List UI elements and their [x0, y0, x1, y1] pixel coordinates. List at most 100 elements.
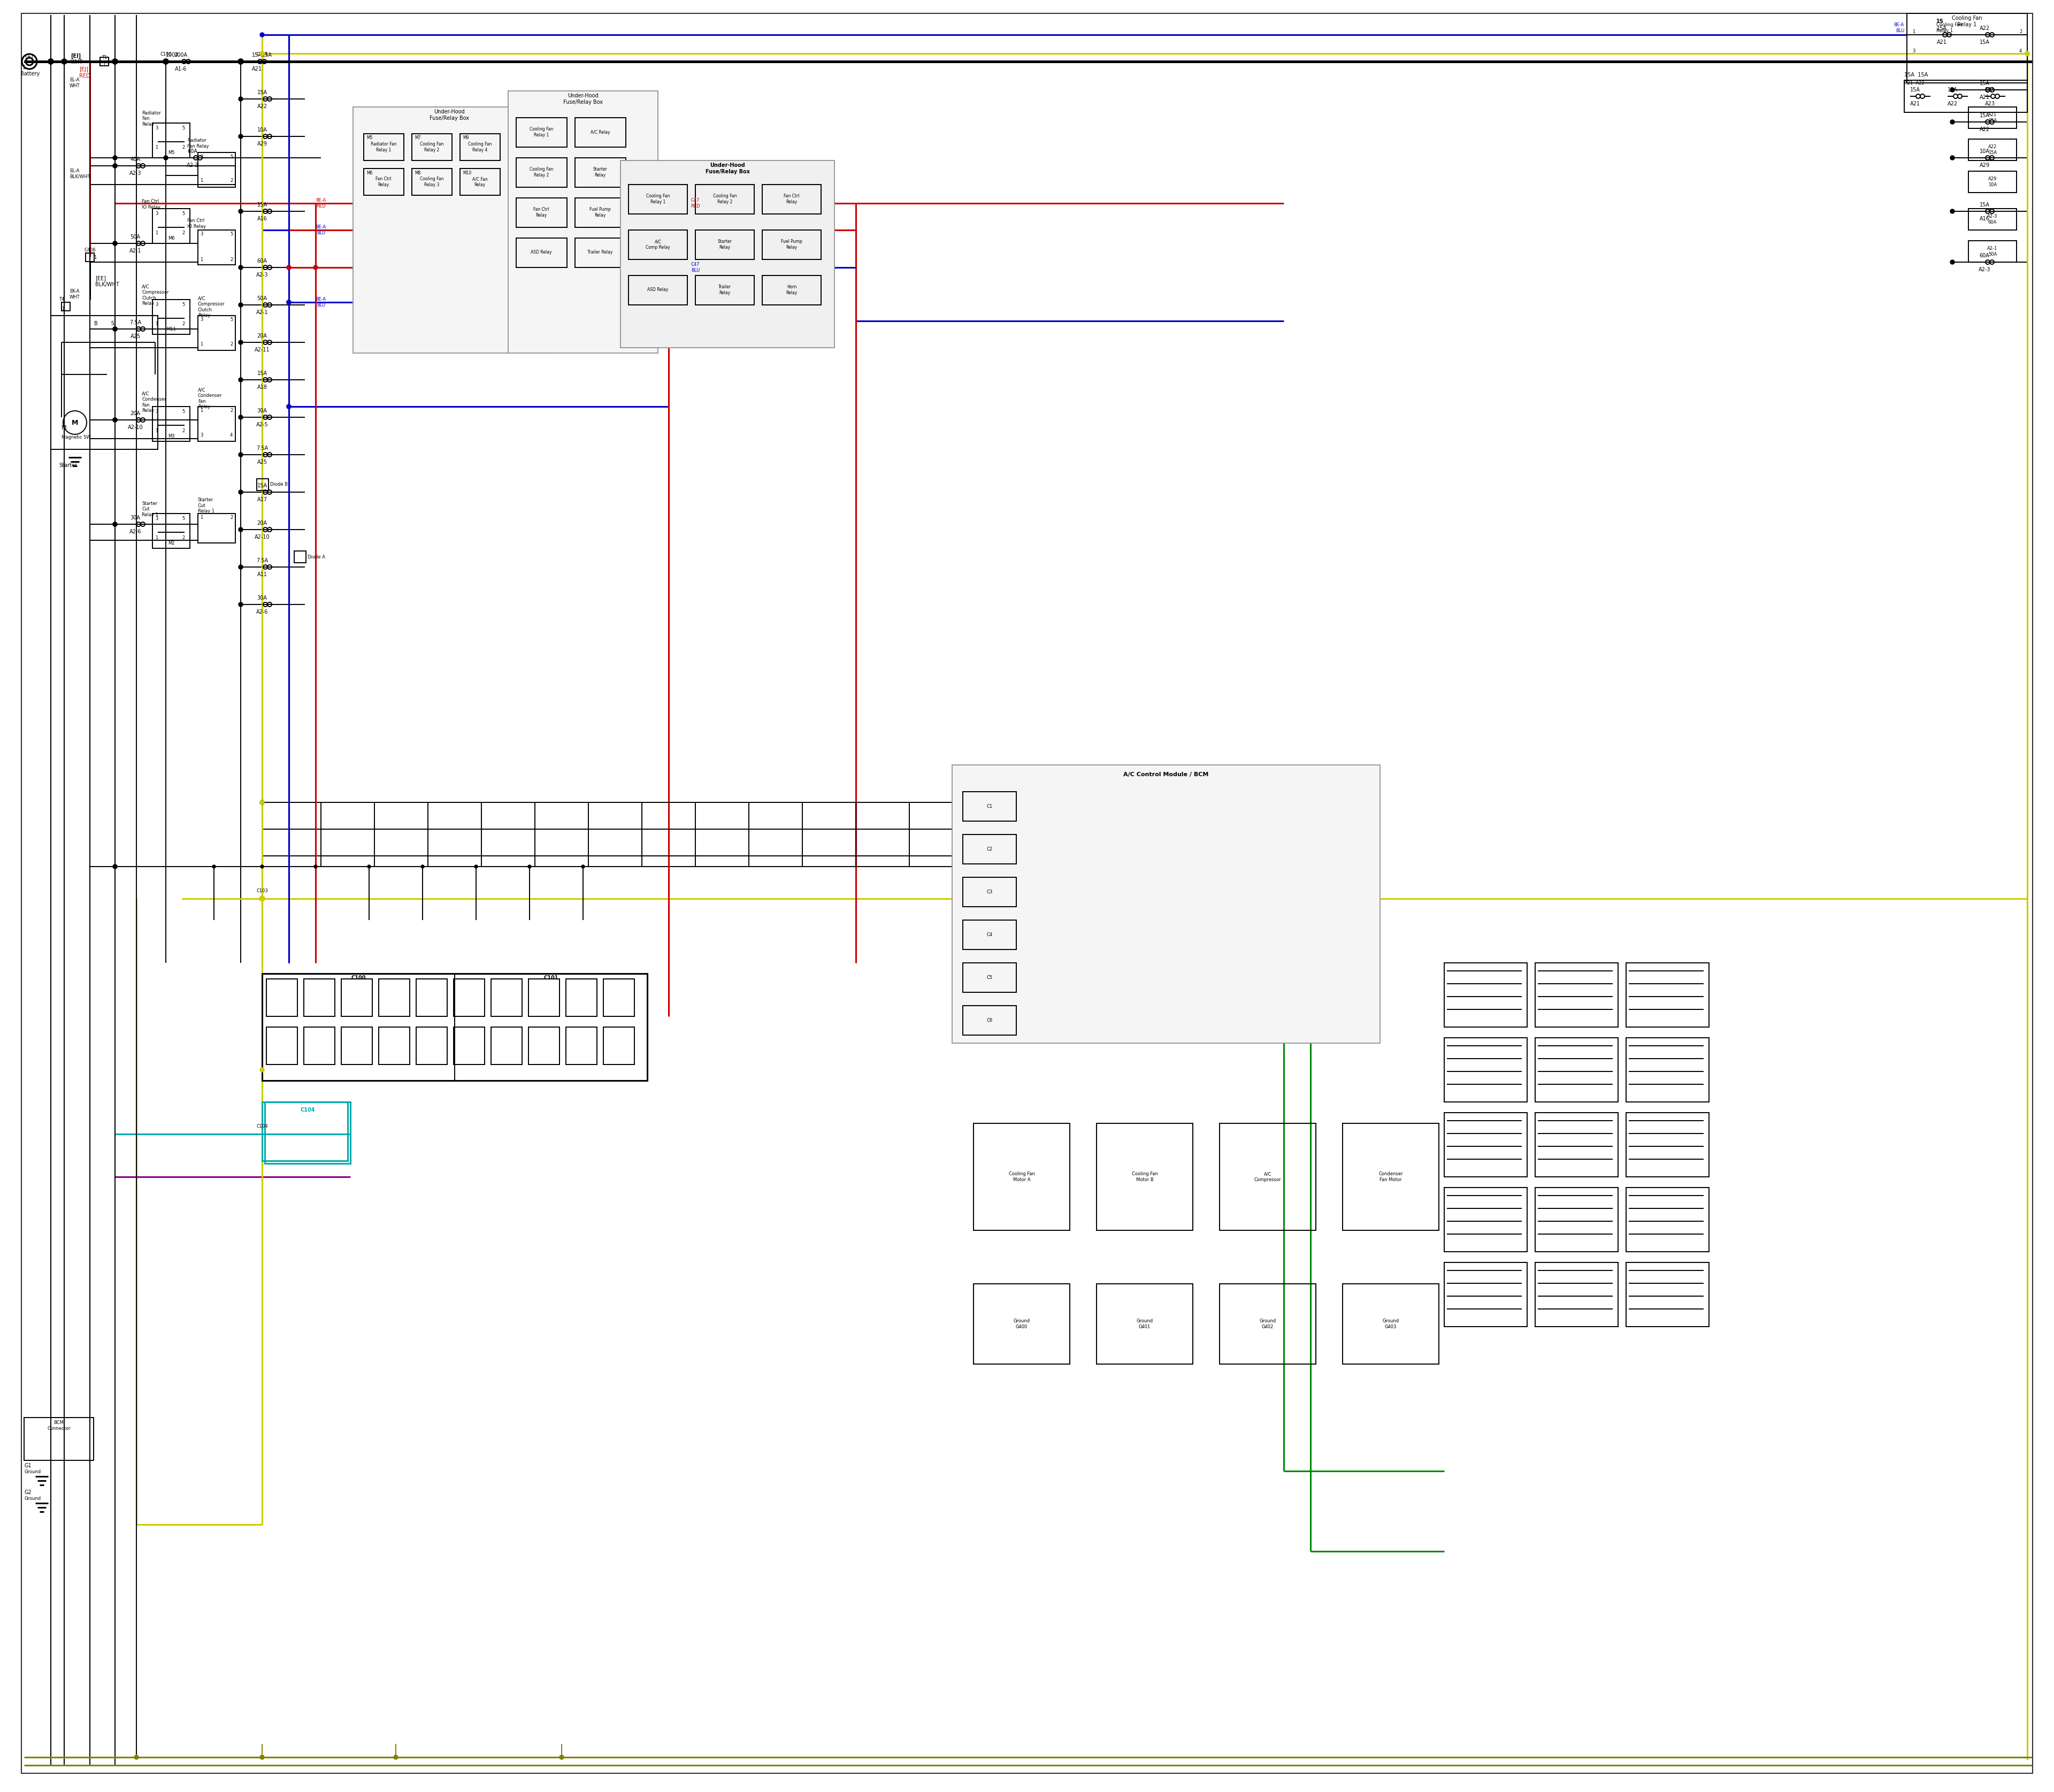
Text: 15A: 15A — [253, 52, 261, 57]
Circle shape — [238, 340, 242, 344]
Text: A25: A25 — [257, 459, 267, 464]
Text: 7.5A: 7.5A — [129, 321, 142, 324]
Text: Starter
Cut
Relay 1: Starter Cut Relay 1 — [197, 498, 214, 514]
Text: Under-Hood
Fuse/Relay Box: Under-Hood Fuse/Relay Box — [429, 109, 468, 120]
Circle shape — [238, 564, 242, 570]
Circle shape — [113, 326, 117, 332]
Circle shape — [1949, 156, 1955, 159]
Text: Starter
Cut
Relay 1: Starter Cut Relay 1 — [142, 502, 158, 518]
Text: Cooling Fan
Motor A: Cooling Fan Motor A — [1009, 1172, 1035, 1183]
Text: 5: 5 — [183, 125, 185, 131]
Text: Ground: Ground — [25, 1496, 41, 1502]
Circle shape — [113, 163, 117, 168]
Bar — [267, 1027, 298, 1064]
Text: B        S: B S — [94, 321, 115, 326]
Text: 10A: 10A — [1980, 149, 1990, 154]
Text: 3: 3 — [199, 231, 203, 237]
Text: 2: 2 — [183, 231, 185, 235]
Text: Under-Hood
Fuse/Relay Box: Under-Hood Fuse/Relay Box — [705, 163, 750, 174]
Text: M5: M5 — [168, 151, 175, 154]
Circle shape — [261, 801, 265, 805]
Text: 15A: 15A — [1980, 202, 1990, 208]
Bar — [1627, 962, 1709, 1027]
Circle shape — [113, 326, 117, 332]
Text: A21: A21 — [1937, 39, 1947, 45]
Bar — [304, 978, 335, 1016]
Text: 3: 3 — [156, 211, 158, 217]
Text: 5: 5 — [230, 231, 232, 237]
Bar — [507, 91, 657, 353]
Text: 1: 1 — [199, 179, 203, 183]
Bar — [267, 978, 298, 1016]
Bar — [257, 478, 269, 491]
Text: Battery: Battery — [21, 72, 39, 77]
Bar — [86, 253, 94, 262]
Text: 2: 2 — [183, 536, 185, 539]
Text: M6: M6 — [366, 170, 372, 176]
Bar — [1534, 1113, 1619, 1177]
Bar — [620, 161, 834, 348]
Text: 1: 1 — [103, 63, 105, 68]
Circle shape — [261, 801, 265, 805]
Circle shape — [261, 52, 265, 56]
Circle shape — [368, 866, 370, 867]
Circle shape — [261, 896, 265, 901]
Circle shape — [238, 378, 242, 382]
Text: A2-6: A2-6 — [129, 529, 142, 534]
Text: (+): (+) — [25, 54, 33, 59]
Text: A2-5: A2-5 — [257, 423, 269, 428]
Bar — [1444, 1262, 1526, 1326]
Text: 3: 3 — [156, 303, 158, 306]
Text: 1: 1 — [156, 231, 158, 235]
Text: Cooling Fan
Relay 3: Cooling Fan Relay 3 — [419, 177, 444, 186]
Text: 20A: 20A — [257, 333, 267, 339]
Bar — [152, 124, 189, 158]
Text: Cooling Fan
Motor B: Cooling Fan Motor B — [1132, 1172, 1158, 1183]
Bar — [974, 1124, 1070, 1231]
Text: A18: A18 — [257, 385, 267, 391]
Text: 30A: 30A — [257, 595, 267, 600]
Text: 3: 3 — [156, 516, 158, 521]
Bar — [1968, 208, 2017, 229]
Text: T4: T4 — [60, 297, 64, 303]
Bar — [1220, 1124, 1317, 1231]
Bar — [575, 158, 626, 186]
Text: C47
BLU: C47 BLU — [690, 262, 700, 272]
Bar — [413, 134, 452, 161]
Bar — [460, 134, 499, 161]
Circle shape — [238, 303, 242, 306]
Bar — [197, 514, 236, 543]
Bar — [1968, 240, 2017, 262]
Text: 10A: 10A — [1984, 88, 1994, 93]
Circle shape — [238, 210, 242, 213]
Bar — [152, 208, 189, 244]
Circle shape — [162, 59, 168, 65]
Bar — [25, 1417, 94, 1460]
Text: 15A: 15A — [1980, 39, 1990, 45]
Text: G2: G2 — [25, 1489, 31, 1495]
Circle shape — [394, 1754, 398, 1760]
Circle shape — [1949, 210, 1955, 213]
Circle shape — [238, 453, 242, 457]
Text: 3: 3 — [199, 432, 203, 437]
Text: [EI]: [EI] — [70, 54, 80, 59]
Bar — [1534, 1188, 1619, 1253]
Bar — [696, 229, 754, 260]
Circle shape — [134, 1754, 138, 1760]
Bar — [1906, 13, 2027, 82]
Text: M5: M5 — [366, 136, 372, 140]
Circle shape — [113, 156, 117, 159]
Bar — [1097, 1283, 1193, 1364]
Text: M6: M6 — [168, 235, 175, 240]
Text: A2-1: A2-1 — [257, 310, 269, 315]
Bar — [491, 978, 522, 1016]
Circle shape — [162, 59, 168, 65]
Bar — [454, 978, 485, 1016]
Text: Diode A: Diode A — [308, 554, 325, 559]
Text: A/C
Comp Relay: A/C Comp Relay — [645, 240, 670, 249]
Text: A22: A22 — [1980, 127, 1990, 133]
Bar — [528, 1027, 559, 1064]
Text: A17: A17 — [257, 496, 267, 502]
Bar — [197, 152, 236, 186]
Text: Ground
G403: Ground G403 — [1382, 1319, 1399, 1330]
